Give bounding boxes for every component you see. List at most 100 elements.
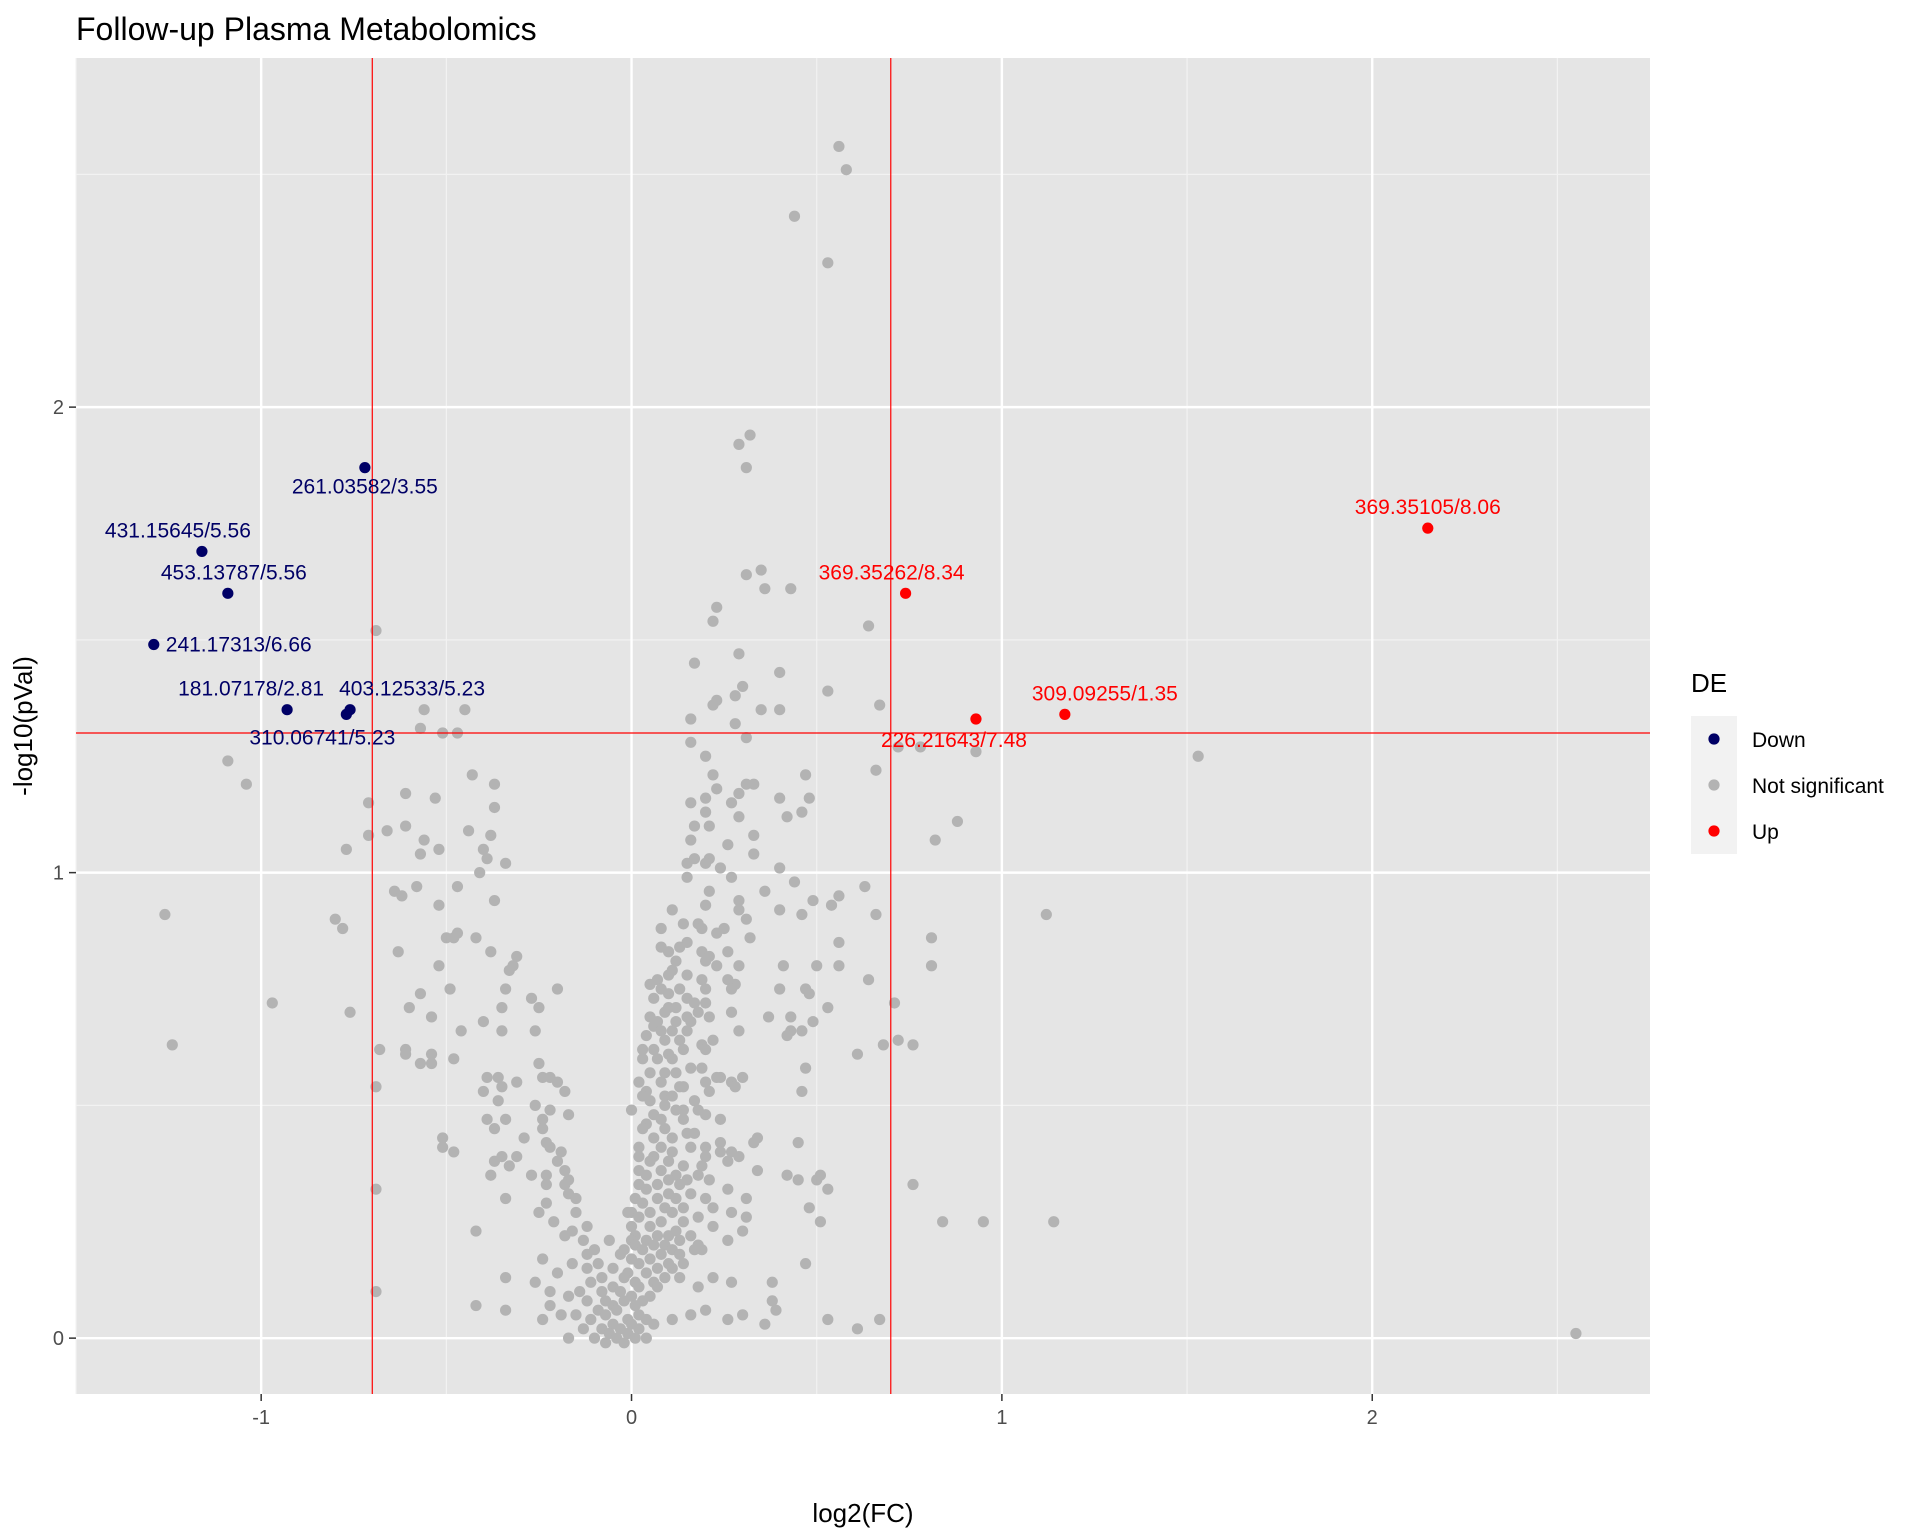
point-not-significant	[644, 1206, 656, 1219]
point-not-significant	[770, 1304, 782, 1316]
point-not-significant	[707, 699, 719, 711]
point-not-significant	[640, 1267, 652, 1279]
point-not-significant	[692, 1169, 704, 1181]
legend-label: Not significant	[1752, 775, 1884, 798]
point-not-significant	[788, 876, 801, 888]
point-not-significant	[870, 764, 882, 776]
point-not-significant	[674, 1234, 686, 1246]
point-not-significant	[666, 1206, 678, 1219]
point-not-significant	[740, 732, 752, 744]
point-not-significant	[833, 936, 845, 949]
point-not-significant	[688, 1095, 701, 1107]
point-not-significant	[662, 1155, 675, 1167]
point-not-significant	[733, 894, 745, 907]
point-not-significant	[496, 1081, 508, 1093]
point-not-significant	[455, 1025, 467, 1037]
point-not-significant	[677, 1081, 689, 1093]
point-not-significant	[551, 1076, 564, 1088]
point-not-significant	[822, 685, 834, 697]
point-not-significant	[714, 862, 727, 874]
point-not-significant	[470, 932, 482, 944]
point-not-significant	[700, 997, 712, 1009]
point-not-significant	[733, 960, 745, 972]
point-not-significant	[500, 857, 512, 869]
point-not-significant	[637, 1197, 649, 1209]
point-down	[148, 638, 160, 651]
point-not-significant	[781, 1169, 793, 1181]
point-not-significant	[851, 1323, 864, 1335]
point-not-significant	[722, 1183, 734, 1195]
point-not-significant	[703, 1174, 715, 1186]
point-not-significant	[555, 1146, 567, 1158]
point-not-significant	[500, 1113, 512, 1125]
grid-major	[76, 58, 1650, 1394]
point-not-significant	[874, 1313, 886, 1326]
threshold-lines	[76, 58, 1650, 1394]
point-not-significant	[651, 1053, 664, 1065]
point-not-significant	[692, 1211, 704, 1223]
point-not-significant	[725, 871, 738, 883]
point-not-significant	[492, 1071, 504, 1084]
legend-label: Down	[1752, 729, 1806, 752]
point-not-significant	[677, 1202, 689, 1214]
point-not-significant	[544, 1285, 556, 1298]
point-not-significant	[774, 666, 786, 679]
point-not-significant	[651, 1262, 664, 1274]
point-not-significant	[525, 1169, 538, 1181]
point-not-significant	[759, 885, 771, 897]
legend: DE Down Not significant Up	[1691, 668, 1884, 854]
point-not-significant	[929, 834, 941, 846]
point-not-significant	[677, 1258, 689, 1270]
point-not-significant	[481, 1113, 493, 1125]
point-not-significant	[600, 1309, 612, 1321]
point-not-significant	[892, 1034, 904, 1046]
point-not-significant	[622, 1206, 634, 1219]
point-not-significant	[700, 1076, 712, 1088]
point-not-significant	[662, 988, 675, 1000]
point-not-significant	[670, 1192, 682, 1205]
point-not-significant	[529, 1099, 541, 1111]
point-not-significant	[759, 583, 771, 595]
point-not-significant	[729, 718, 741, 730]
y-tick-label: 2	[53, 397, 64, 419]
point-not-significant	[814, 1216, 827, 1228]
point-not-significant	[799, 769, 812, 781]
point-not-significant	[340, 843, 352, 855]
point-not-significant	[666, 904, 678, 916]
point-not-significant	[400, 1048, 412, 1060]
point-not-significant	[496, 1025, 508, 1037]
point-not-significant	[459, 704, 471, 716]
point-not-significant	[685, 736, 697, 748]
point-not-significant	[707, 1034, 719, 1046]
point-not-significant	[640, 1332, 652, 1344]
point-not-significant	[337, 922, 349, 935]
point-not-significant	[633, 1323, 645, 1335]
point-not-significant	[1570, 1327, 1582, 1340]
point-not-significant	[511, 1150, 523, 1163]
point-not-significant	[425, 1057, 438, 1070]
point-not-significant	[448, 1146, 460, 1158]
point-not-significant	[703, 820, 715, 832]
point-not-significant	[925, 960, 938, 972]
point-not-significant	[433, 960, 445, 972]
point-not-significant	[733, 811, 745, 823]
point-not-significant	[651, 1178, 664, 1191]
point-not-significant	[492, 1095, 504, 1107]
point-not-significant	[592, 1258, 604, 1270]
point-not-significant	[511, 950, 523, 963]
point-not-significant	[540, 1169, 552, 1181]
point-not-significant	[825, 899, 838, 911]
point-label-up: 226.21643/7.48	[881, 729, 1027, 752]
point-not-significant	[637, 1043, 649, 1056]
point-not-significant	[1192, 750, 1204, 762]
point-not-significant	[240, 778, 252, 790]
point-not-significant	[851, 1048, 864, 1060]
point-not-significant	[344, 1006, 356, 1018]
point-not-significant	[581, 1220, 593, 1233]
point-not-significant	[685, 1015, 697, 1028]
point-not-significant	[433, 843, 445, 855]
point-not-significant	[448, 1053, 460, 1065]
point-not-significant	[822, 1002, 834, 1014]
point-not-significant	[414, 1057, 427, 1070]
point-not-significant	[700, 1192, 712, 1205]
